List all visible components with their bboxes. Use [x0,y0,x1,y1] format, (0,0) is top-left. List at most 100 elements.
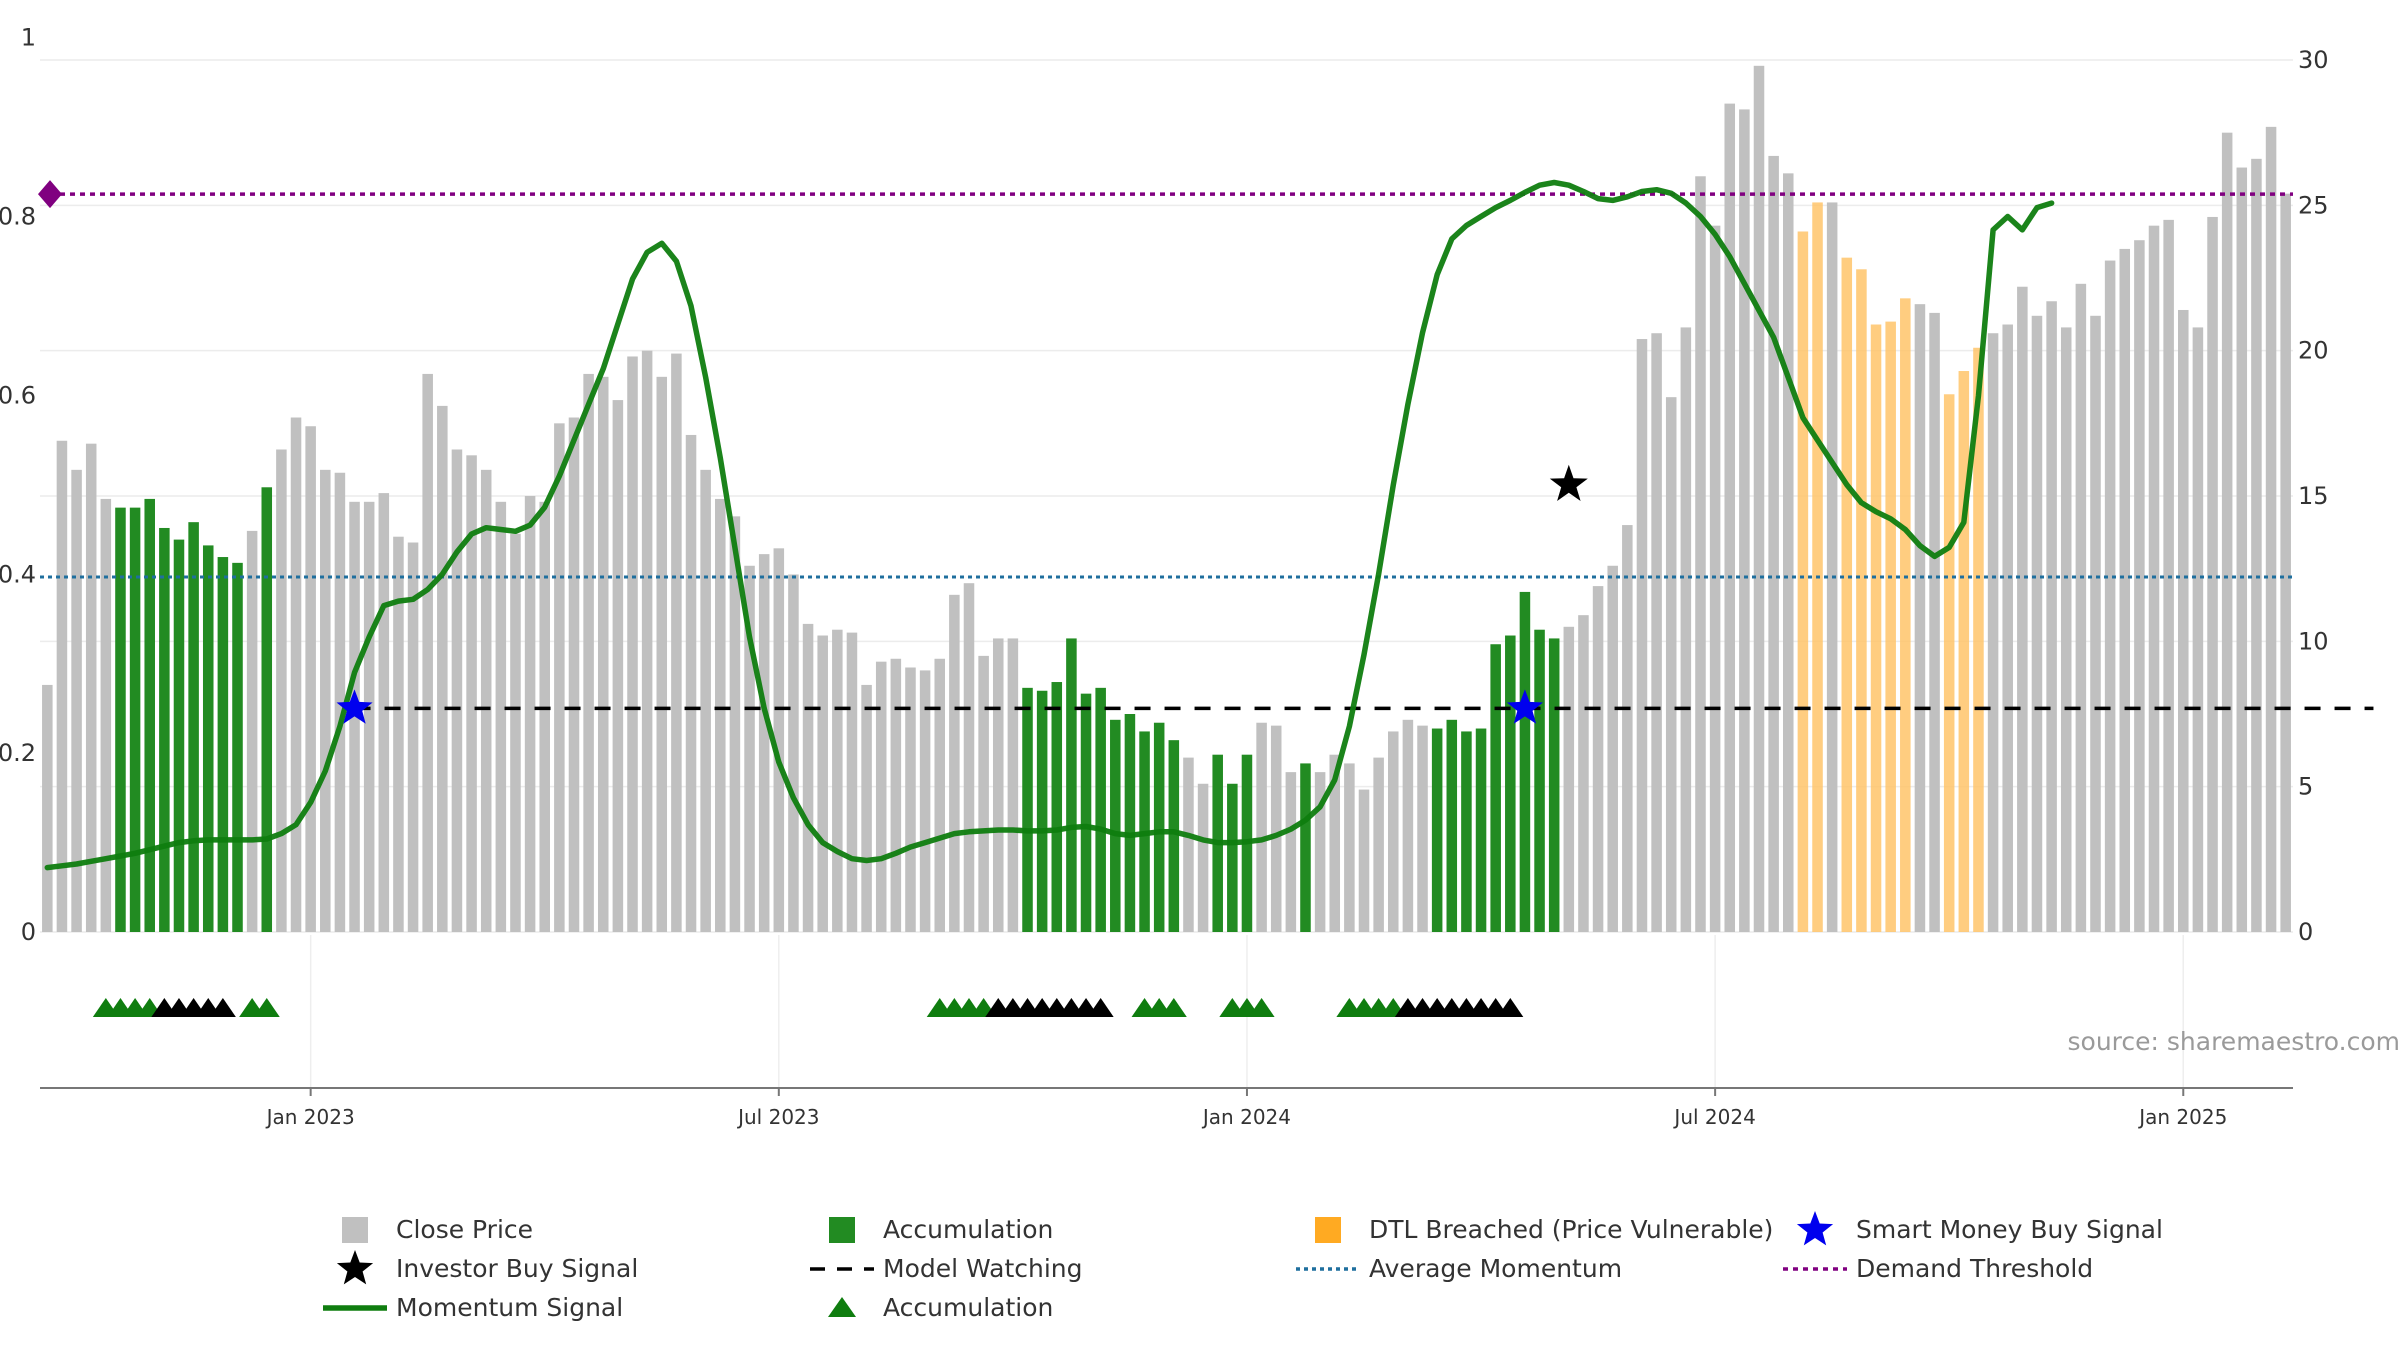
price-bar [803,624,814,932]
price-bar [2017,287,2028,932]
legend-item: Demand Threshold [1783,1254,2093,1283]
price-bar [101,499,112,932]
legend-item: DTL Breached (Price Vulnerable) [1315,1215,1773,1244]
price-bar [1959,371,1970,932]
price-bar [949,595,960,932]
price-bar [1505,636,1516,932]
price-bar [276,449,287,932]
right-axis-tick: 25 [2298,191,2329,219]
price-bar [1798,231,1809,932]
price-bar [1651,333,1662,932]
price-bar [1461,731,1472,932]
price-bar [1286,772,1297,932]
legend-item: Average Momentum [1296,1254,1622,1283]
price-bar [1256,723,1267,932]
price-bar [2002,325,2013,932]
price-bar [1227,784,1238,932]
accumulation-triangles [93,998,1523,1017]
price-bar [2266,127,2277,932]
price-bar [1768,156,1779,932]
legend-label: Accumulation [883,1293,1053,1322]
legend-item: Model Watching [810,1254,1083,1283]
price-bar [481,470,492,932]
price-bar [1915,304,1926,932]
right-axis-tick: 20 [2298,337,2329,365]
price-bar [57,441,68,932]
price-bar [1300,763,1311,932]
right-axis-tick: 30 [2298,46,2329,74]
legend-item: Accumulation [828,1293,1053,1322]
price-bar [1710,226,1721,932]
price-bar [1432,729,1443,932]
price-bar [1183,758,1194,932]
price-bar [1681,327,1692,932]
legend-label: Smart Money Buy Signal [1856,1215,2163,1244]
price-bar [1271,726,1282,932]
price-bar [1081,694,1092,932]
price-bar [422,374,433,932]
x-axis-date-label: Jul 2023 [736,1105,819,1129]
legend-label: Momentum Signal [396,1293,623,1322]
price-bar [452,449,463,932]
price-bar [1564,627,1575,932]
price-bar [569,418,580,932]
price-bar [1593,586,1604,932]
price-bar [1037,691,1048,932]
right-axis-tick: 0 [2298,918,2313,946]
price-bar [291,418,302,932]
price-bar [466,455,477,932]
price-bar [715,499,726,932]
legend-label: DTL Breached (Price Vulnerable) [1369,1215,1773,1244]
price-bar [657,377,668,932]
legend-item: Accumulation [829,1215,1053,1244]
price-bar [1739,109,1750,932]
price-bar [379,493,390,932]
price-bar [1476,729,1487,932]
legend-swatch [342,1217,368,1243]
price-bar [1885,322,1896,932]
left-axis-tick: 0.8 [0,203,36,231]
x-axis-date-label: Jul 2024 [1672,1105,1755,1129]
price-bar [934,659,945,932]
price-bar [174,540,185,932]
price-bar [1403,720,1414,932]
price-bar [1783,173,1794,932]
price-bar [1622,525,1633,932]
price-bar [364,502,375,932]
price-bar [1359,790,1370,932]
price-bar [525,496,536,932]
price-bar [642,351,653,932]
price-bar [1549,638,1560,932]
price-bar [1607,566,1618,932]
left-axis-tick: 0.2 [0,739,36,767]
legend-item: Close Price [342,1215,533,1244]
price-bar [1169,740,1180,932]
price-bar [2046,301,2057,932]
price-bar [788,574,799,932]
price-bar [130,508,141,932]
price-bar [2061,327,2072,932]
x-axis-date-label: Jan 2025 [2137,1105,2227,1129]
legend-swatch [1315,1217,1341,1243]
price-bar [847,633,858,932]
legend-item: Smart Money Buy Signal [1797,1211,2163,1245]
legend-swatch [829,1217,855,1243]
demand-threshold-diamond [38,180,62,208]
price-bar [203,545,214,932]
price-bar [1666,397,1677,932]
price-bar [1052,682,1063,932]
right-axis-tick: 10 [2298,627,2329,655]
price-bar [876,662,887,932]
price-bar [1812,202,1823,932]
price-bar [2222,133,2233,932]
left-axis-tick: 1 [21,24,36,52]
price-bar [393,537,404,932]
price-bar [583,374,594,932]
price-bar [2090,316,2101,932]
legend-label: Accumulation [883,1215,1053,1244]
price-bar [1578,615,1589,932]
price-bar [1856,269,1867,932]
price-bar [1724,104,1735,932]
left-axis-tick: 0 [21,918,36,946]
price-bar [1388,731,1399,932]
